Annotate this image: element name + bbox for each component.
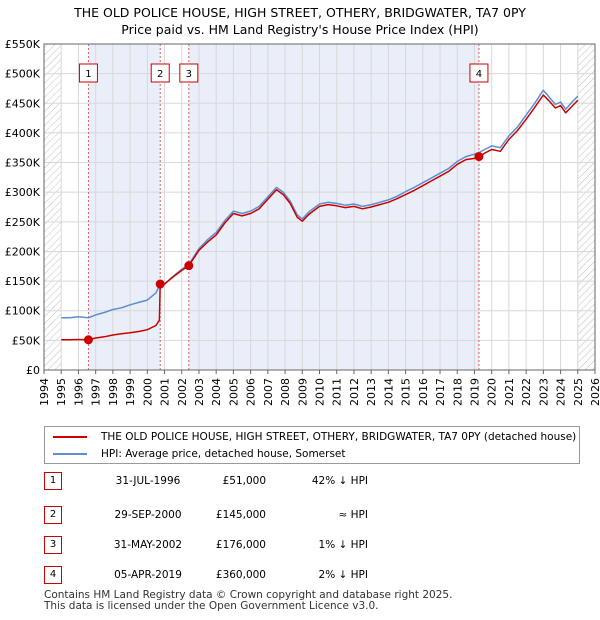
sale-date: 05-APR-2019	[114, 569, 182, 581]
y-tick-label: £0	[26, 364, 40, 377]
sale-point	[184, 261, 194, 271]
x-tick-label: 1997	[90, 378, 103, 406]
x-tick-label: 2025	[572, 378, 585, 406]
sale-point	[83, 335, 93, 345]
x-tick-label: 2005	[227, 378, 240, 406]
legend: THE OLD POLICE HOUSE, HIGH STREET, OTHER…	[44, 426, 580, 464]
footer-copyright: Contains HM Land Registry data © Crown c…	[44, 589, 453, 601]
x-tick-label: 2010	[314, 378, 327, 406]
legend-swatch-hpi	[53, 453, 87, 455]
y-tick-label: £100K	[5, 305, 41, 318]
x-tick-label: 2017	[434, 378, 447, 406]
x-tick-label: 2008	[279, 378, 292, 406]
y-tick-label: £250K	[5, 216, 41, 229]
x-tick-label: 2007	[262, 378, 275, 406]
sale-row: 3 31-MAY-2002 £176,000 1% ↓ HPI	[44, 536, 544, 556]
y-tick-label: £500K	[5, 68, 41, 81]
x-tick-label: 2020	[486, 378, 499, 406]
x-tick-label: 1999	[124, 378, 137, 406]
x-tick-label: 2014	[382, 378, 395, 406]
sale-hpi-relation: 1% ↓ HPI	[318, 539, 368, 551]
x-tick-label: 2013	[365, 378, 378, 406]
sale-date: 29-SEP-2000	[114, 509, 182, 521]
chart-title-line2: Price paid vs. HM Land Registry's House …	[121, 22, 479, 37]
x-tick-label: 2023	[537, 378, 550, 406]
x-tick-label: 2000	[141, 378, 154, 406]
property-series-line	[61, 94, 579, 341]
sale-marker-box	[469, 63, 489, 83]
x-tick-label: 2026	[589, 378, 600, 406]
sale-date: 31-JUL-1996	[115, 475, 181, 487]
x-tick-label: 2001	[159, 378, 172, 406]
sale-point	[155, 279, 165, 289]
x-tick-label: 2004	[210, 378, 223, 406]
hatched-region	[577, 44, 595, 370]
x-tick-label: 2006	[245, 378, 258, 406]
sale-marker-box	[179, 63, 199, 83]
sale-number-badge: 1	[44, 472, 62, 490]
sale-marker-box	[78, 63, 98, 83]
sale-price: £360,000	[215, 569, 266, 581]
y-tick-label: £50K	[12, 334, 41, 347]
sale-number-badge: 2	[44, 506, 62, 524]
x-tick-label: 1996	[72, 378, 85, 406]
sale-number-badge: 4	[44, 566, 62, 584]
legend-label-hpi: HPI: Average price, detached house, Some…	[101, 448, 346, 460]
sale-price: £145,000	[215, 509, 266, 521]
x-tick-label: 2019	[468, 378, 481, 406]
x-tick-label: 2018	[451, 378, 464, 406]
price-chart: 1 2 3 4 £0 £50K £100K £150K £200K £250K £300K £350…	[5, 38, 600, 406]
footer-licence: This data is licensed under the Open Gov…	[44, 600, 379, 612]
sale-hpi-relation: ≈ HPI	[338, 509, 368, 521]
x-tick-label: 1998	[107, 378, 120, 406]
legend-swatch-property	[53, 436, 87, 438]
sale-marker-label: 3	[186, 69, 192, 80]
legend-label-property: THE OLD POLICE HOUSE, HIGH STREET, OTHER…	[101, 431, 577, 443]
sale-date: 31-MAY-2002	[113, 539, 183, 551]
hpi-series-line	[61, 89, 579, 319]
sale-number-badge: 3	[44, 536, 62, 554]
y-tick-label: £400K	[5, 127, 41, 140]
sale-row: 4 05-APR-2019 £360,000 2% ↓ HPI	[44, 566, 544, 586]
y-tick-label: £200K	[5, 245, 41, 258]
sale-hpi-relation: 2% ↓ HPI	[318, 569, 368, 581]
legend-item-hpi: HPI: Average price, detached house, Some…	[53, 446, 346, 462]
ownership-shade	[88, 44, 161, 370]
sale-marker-label: 2	[157, 69, 163, 80]
legend-item-property: THE OLD POLICE HOUSE, HIGH STREET, OTHER…	[53, 429, 576, 445]
x-tick-label: 2003	[193, 378, 206, 406]
y-tick-label: £150K	[5, 275, 41, 288]
chart-title-line1: THE OLD POLICE HOUSE, HIGH STREET, OTHER…	[74, 5, 526, 20]
y-tick-label: £300K	[5, 186, 41, 199]
x-tick-label: 2009	[296, 378, 309, 406]
sale-marker-box	[150, 63, 170, 83]
x-tick-label: 2024	[555, 378, 568, 406]
sale-point	[474, 152, 484, 162]
x-tick-label: 1995	[55, 378, 68, 406]
sale-marker-label: 1	[85, 69, 91, 80]
x-tick-label: 2016	[417, 378, 430, 406]
sale-price: £176,000	[215, 539, 266, 551]
sale-row: 1 31-JUL-1996 £51,000 42% ↓ HPI	[44, 472, 544, 492]
sale-hpi-relation: 42% ↓ HPI	[311, 475, 368, 487]
x-tick-label: 2015	[400, 378, 413, 406]
x-tick-label: 2002	[176, 378, 189, 406]
sale-marker-label: 4	[476, 69, 482, 80]
sale-price: £51,000	[222, 475, 266, 487]
y-tick-label: £350K	[5, 157, 41, 170]
ownership-shade	[188, 44, 479, 370]
sale-row: 2 29-SEP-2000 £145,000 ≈ HPI	[44, 506, 544, 526]
x-tick-label: 2011	[331, 378, 344, 406]
y-tick-label: £450K	[5, 97, 41, 110]
x-tick-label: 2022	[520, 378, 533, 406]
chart-title: THE OLD POLICE HOUSE, HIGH STREET, OTHER…	[0, 4, 600, 38]
x-tick-label: 2012	[348, 378, 361, 406]
y-tick-label: £550K	[5, 38, 41, 51]
hatched-region	[44, 44, 62, 370]
footer: Contains HM Land Registry data © Crown c…	[44, 590, 452, 612]
x-tick-label: 2021	[503, 378, 516, 406]
x-tick-label: 1994	[38, 378, 51, 406]
